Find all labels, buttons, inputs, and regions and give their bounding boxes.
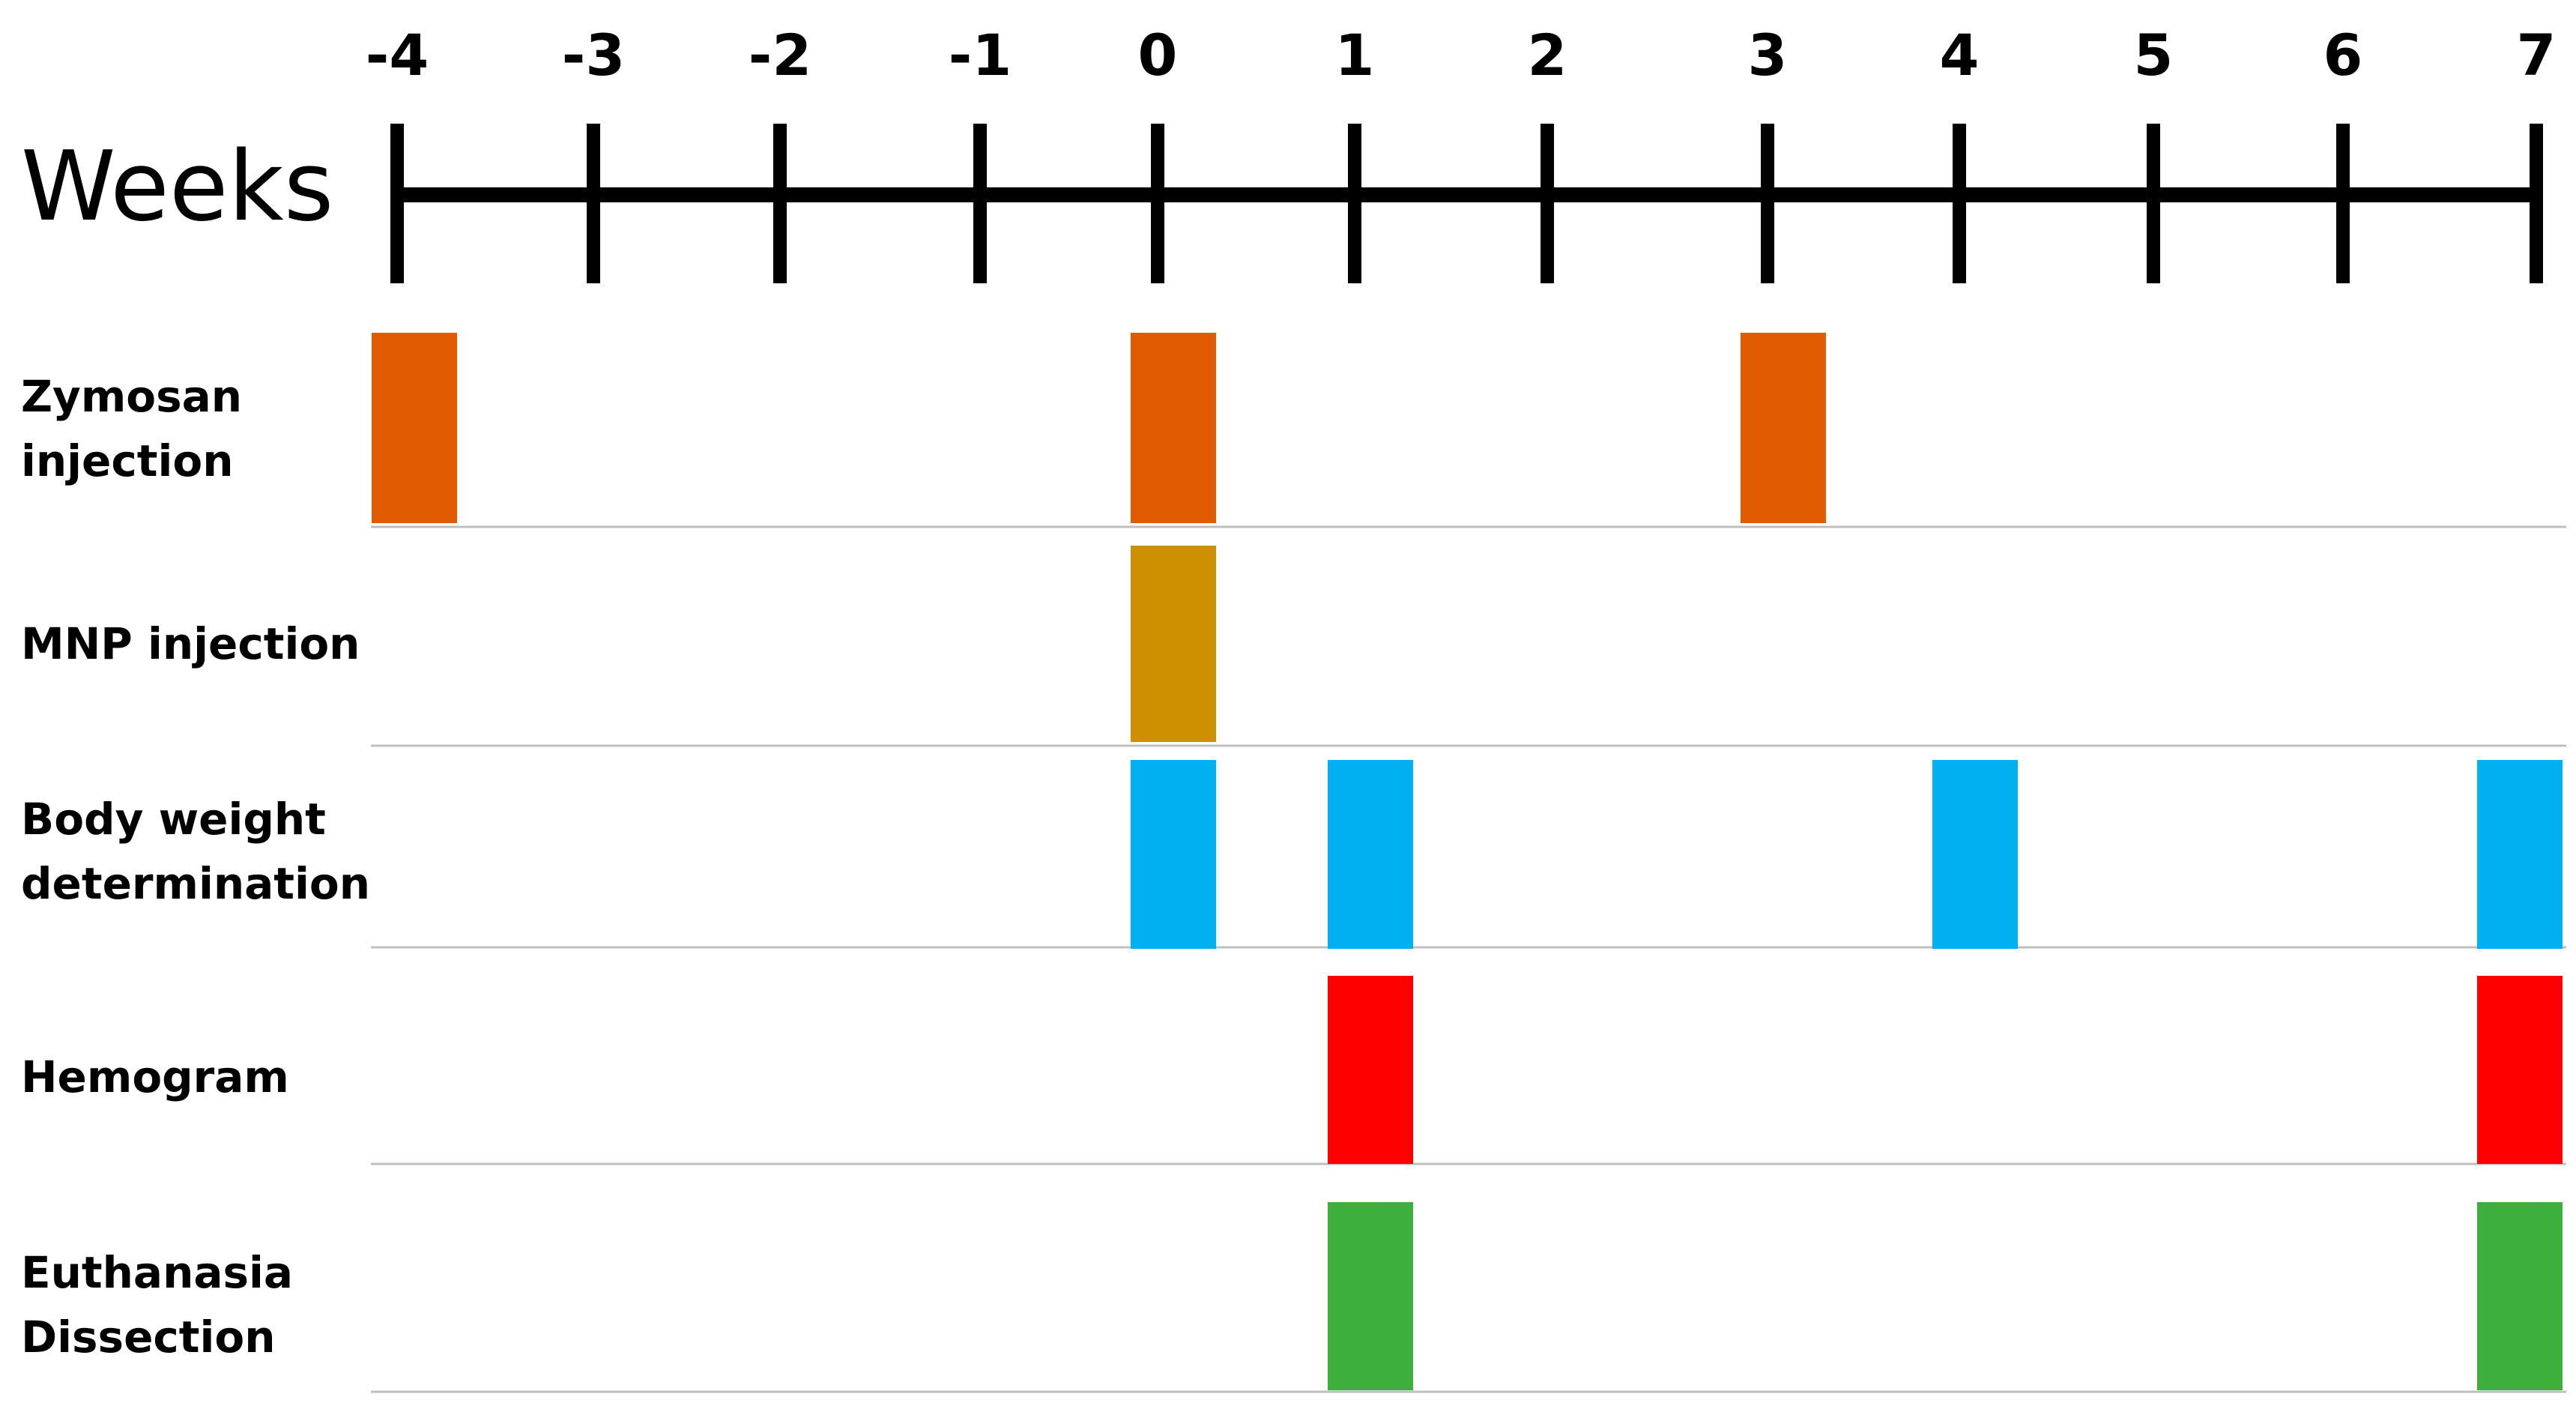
- event-marker-body-weight: [1932, 760, 2018, 949]
- row-label-line: Euthanasia: [21, 1247, 294, 1298]
- event-marker-zymosan: [372, 333, 457, 523]
- row-label-zymosan: Zymosan injection: [21, 364, 242, 493]
- event-marker-euthanasia: [2477, 1202, 2563, 1390]
- axis-title: Weeks: [21, 131, 334, 243]
- row-label-body-weight: Body weight determination: [21, 787, 370, 916]
- row-separators: [371, 525, 2566, 1393]
- event-marker-hemogram: [1328, 976, 1413, 1164]
- tick-label: -4: [366, 22, 429, 88]
- tick-label: 2: [1528, 22, 1567, 88]
- event-marker-hemogram: [2477, 976, 2563, 1164]
- row-label-line: Body weight: [21, 794, 326, 845]
- row-label-hemogram: Hemogram: [21, 1045, 289, 1109]
- tick-label: 4: [1940, 22, 1980, 88]
- tick-label: -1: [949, 22, 1012, 88]
- row-label-line: Dissection: [21, 1312, 276, 1363]
- event-marker-body-weight: [2477, 760, 2563, 949]
- tick-label: 7: [2517, 22, 2557, 88]
- row-label-line: Zymosan: [21, 371, 243, 422]
- event-marker-zymosan: [1741, 333, 1826, 523]
- week-axis: -4 -3 -2 -1 0 1 2 3 4 5 6 7: [366, 22, 2557, 283]
- event-markers: [372, 333, 2563, 1390]
- tick-label: 6: [2323, 22, 2363, 88]
- event-marker-zymosan: [1131, 333, 1216, 523]
- row-label-line: determination: [21, 858, 371, 909]
- event-marker-body-weight: [1328, 760, 1413, 949]
- event-marker-mnp: [1131, 546, 1216, 742]
- tick-label: 5: [2134, 22, 2174, 88]
- tick-label: 1: [1335, 22, 1375, 88]
- event-marker-body-weight: [1131, 760, 1216, 949]
- tick-label: -2: [749, 22, 811, 88]
- row-label-euthanasia: Euthanasia Dissection: [21, 1240, 293, 1369]
- row-label-line: Hemogram: [21, 1052, 289, 1102]
- tick-label: 3: [1748, 22, 1788, 88]
- row-label-mnp: MNP injection: [21, 612, 360, 676]
- row-label-line: injection: [21, 435, 234, 486]
- tick-label: -3: [562, 22, 625, 88]
- event-marker-euthanasia: [1328, 1202, 1413, 1390]
- tick-label: 0: [1138, 22, 1178, 88]
- row-label-line: MNP injection: [21, 618, 360, 669]
